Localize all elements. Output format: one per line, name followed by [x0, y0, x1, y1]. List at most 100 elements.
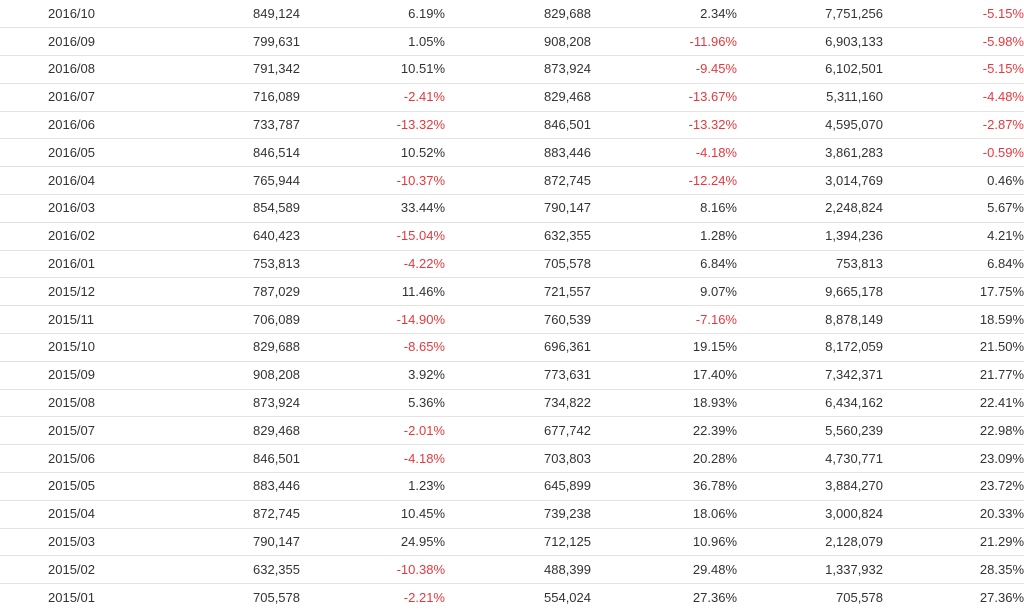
prev-year-value-cell: 554,024: [544, 589, 591, 605]
mom-change-cell: 1.23%: [300, 472, 445, 501]
yoy-change-cell: -7.16%: [591, 305, 737, 335]
month-cell: 2016/06: [0, 111, 150, 140]
mom-change-cell: 24.95%: [300, 528, 445, 557]
cumulative-yoy-cell: 23.09%: [883, 444, 1024, 474]
table-row: 2015/06 846,501 -4.18% 703,803 20.28% 4,730,7…: [0, 444, 1024, 474]
prev-year-value-cell: 829,468: [445, 83, 591, 112]
yoy-change-cell: -11.96%: [591, 27, 737, 57]
table-row: 2016/04 765,944 -10.37% 872,745 -12.24% 3,014…: [0, 166, 1024, 196]
month-cell: 2015/07: [0, 416, 150, 446]
mom-change-cell: 10.45%: [300, 500, 445, 529]
value-cell: 883,446: [150, 472, 300, 501]
yoy-change-cell: -13.67%: [591, 83, 737, 112]
mom-change-cell: -2.01%: [300, 416, 445, 446]
mom-change-cell: -13.32%: [300, 111, 445, 140]
yoy-change-cell: 9.07%: [591, 277, 737, 307]
prev-year-value-cell: 773,631: [445, 361, 591, 390]
mom-change-cell: 10.51%: [300, 55, 445, 84]
table-row: 2015/10 829,688 -8.65% 696,361 19.15% 8,172,0…: [0, 333, 1024, 362]
yoy-change-cell: -13.32%: [591, 111, 737, 140]
value-cell: 705,578: [253, 589, 300, 605]
table-row: 2015/08 873,924 5.36% 734,822 18.93% 6,434,16…: [0, 389, 1024, 418]
table-row: 2016/07 716,089 -2.41% 829,468 -13.67% 5,311,…: [0, 83, 1024, 112]
mom-change-cell: -4.22%: [300, 250, 445, 279]
value-cell: 706,089: [150, 305, 300, 335]
cumulative-value-cell: 6,102,501: [737, 55, 883, 84]
cumulative-yoy-cell: 5.67%: [883, 194, 1024, 223]
yoy-change-cell: 20.28%: [591, 444, 737, 474]
table-row: 2016/06 733,787 -13.32% 846,501 -13.32% 4,595…: [0, 111, 1024, 140]
yoy-change-cell: 10.96%: [591, 528, 737, 557]
cumulative-yoy-cell: 4.21%: [883, 222, 1024, 251]
mom-change-cell: -2.41%: [300, 83, 445, 112]
value-cell: 753,813: [150, 250, 300, 279]
cumulative-value-cell: 1,394,236: [737, 222, 883, 251]
prev-year-value-cell: 872,745: [445, 166, 591, 196]
cumulative-yoy-cell: -4.48%: [883, 83, 1024, 112]
table-row: 2015/04 872,745 10.45% 739,238 18.06% 3,000,8…: [0, 500, 1024, 529]
value-cell: 791,342: [150, 55, 300, 84]
cumulative-value-cell: 3,861,283: [737, 138, 883, 168]
table-row: 2015/02 632,355 -10.38% 488,399 29.48% 1,337,…: [0, 555, 1024, 585]
month-cell: 2015/09: [0, 361, 150, 390]
month-cell: 2015/10: [0, 333, 150, 362]
cumulative-yoy-cell: -2.87%: [883, 111, 1024, 140]
month-cell: 2016/10: [0, 0, 150, 29]
cumulative-value-cell: 5,311,160: [737, 83, 883, 112]
value-cell: 872,745: [150, 500, 300, 529]
cumulative-value-cell: 3,000,824: [737, 500, 883, 529]
value-cell: 632,355: [150, 555, 300, 585]
cumulative-value-cell: 753,813: [737, 250, 883, 279]
prev-year-value-cell: 846,501: [445, 111, 591, 140]
value-cell: 799,631: [150, 27, 300, 57]
prev-year-value-cell: 734,822: [445, 389, 591, 418]
table-row: 2015/12 787,029 11.46% 721,557 9.07% 9,665,17…: [0, 277, 1024, 307]
month-cell: 2016/04: [0, 166, 150, 196]
prev-year-value-cell: 705,578: [445, 250, 591, 279]
table-row: 2016/10 849,124 6.19% 829,688 2.34% 7,751,256…: [0, 0, 1024, 29]
mom-change-cell: 3.92%: [300, 361, 445, 390]
month-cell: 2015/05: [0, 472, 150, 501]
yoy-change-cell: 27.36%: [692, 589, 737, 605]
month-cell: 2015/11: [0, 305, 150, 335]
value-cell: 787,029: [150, 277, 300, 307]
table-row: 2016/02 640,423 -15.04% 632,355 1.28% 1,394,2…: [0, 222, 1024, 251]
mom-change-cell: 10.52%: [300, 138, 445, 168]
value-cell: 716,089: [150, 83, 300, 112]
prev-year-value-cell: 488,399: [445, 555, 591, 585]
value-cell: 908,208: [150, 361, 300, 390]
value-cell: 854,589: [150, 194, 300, 223]
cumulative-yoy-cell: -5.15%: [883, 0, 1024, 29]
month-cell: 2016/07: [0, 83, 150, 112]
yoy-change-cell: 19.15%: [591, 333, 737, 362]
month-cell: 2015/12: [0, 277, 150, 307]
yoy-change-cell: 18.06%: [591, 500, 737, 529]
table-row: 2015/09 908,208 3.92% 773,631 17.40% 7,342,37…: [0, 361, 1024, 390]
table-row: 2015/05 883,446 1.23% 645,899 36.78% 3,884,27…: [0, 472, 1024, 501]
mom-change-cell: 1.05%: [300, 27, 445, 57]
yoy-change-cell: 18.93%: [591, 389, 737, 418]
mom-change-cell: 6.19%: [300, 0, 445, 29]
prev-year-value-cell: 696,361: [445, 333, 591, 362]
mom-change-cell: 11.46%: [300, 277, 445, 307]
value-cell: 829,468: [150, 416, 300, 446]
cumulative-value-cell: 705,578: [836, 589, 883, 605]
yoy-change-cell: 36.78%: [591, 472, 737, 501]
table-row: 2016/03 854,589 33.44% 790,147 8.16% 2,248,82…: [0, 194, 1024, 223]
cumulative-value-cell: 2,128,079: [737, 528, 883, 557]
cumulative-value-cell: 8,172,059: [737, 333, 883, 362]
cumulative-yoy-cell: -5.98%: [883, 27, 1024, 57]
prev-year-value-cell: 873,924: [445, 55, 591, 84]
mom-change-cell: -8.65%: [300, 333, 445, 362]
table-row: 2016/08 791,342 10.51% 873,924 -9.45% 6,102,5…: [0, 55, 1024, 84]
yoy-change-cell: 29.48%: [591, 555, 737, 585]
cumulative-yoy-cell: 20.33%: [883, 500, 1024, 529]
cumulative-value-cell: 3,014,769: [737, 166, 883, 196]
cumulative-value-cell: 2,248,824: [737, 194, 883, 223]
cumulative-value-cell: 4,595,070: [737, 111, 883, 140]
value-cell: 846,501: [150, 444, 300, 474]
cumulative-value-cell: 6,903,133: [737, 27, 883, 57]
yoy-change-cell: -12.24%: [591, 166, 737, 196]
mom-change-cell: -10.38%: [300, 555, 445, 585]
